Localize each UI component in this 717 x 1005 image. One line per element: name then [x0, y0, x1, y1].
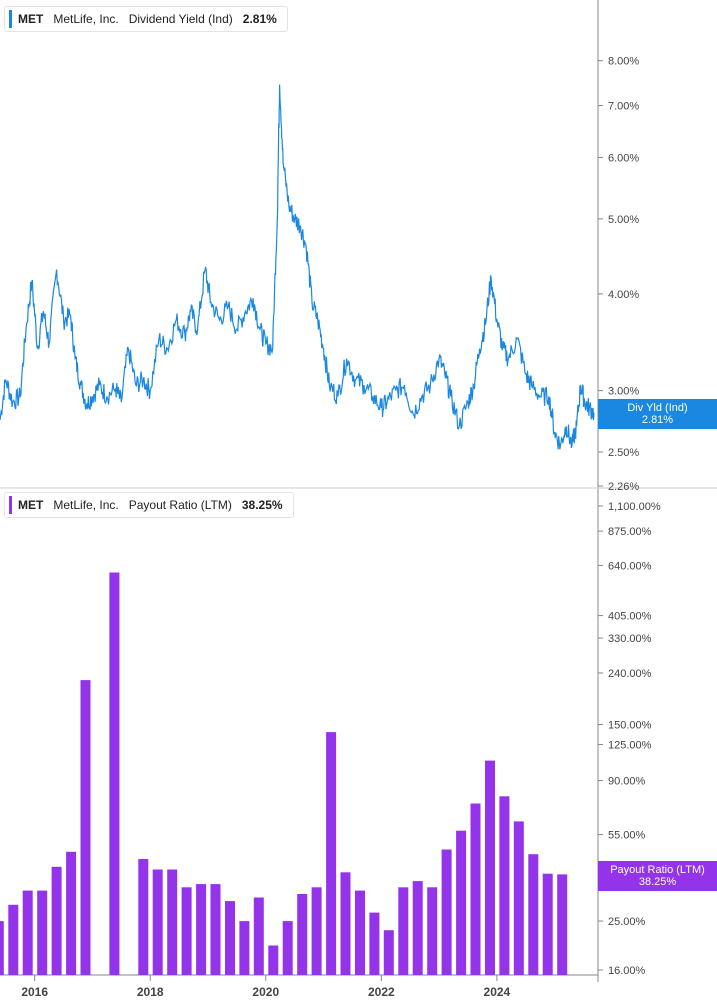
payout-bar	[109, 572, 120, 975]
yield-y-tick-label: 7.00%	[608, 101, 639, 113]
x-tick-label: 2016	[21, 985, 48, 999]
x-tick-label: 2022	[368, 985, 395, 999]
payout-bar	[470, 803, 481, 975]
payout-bar	[528, 854, 539, 975]
payout-bar	[239, 921, 250, 975]
payout-bar	[542, 873, 553, 975]
payout-bar	[326, 732, 337, 975]
payout-legend-label: Payout Ratio (LTM)	[128, 498, 232, 512]
payout-legend-company: MetLife, Inc.	[53, 498, 119, 512]
yield-y-tick-label: 5.00%	[608, 214, 639, 226]
yield-y-tick-label: 4.00%	[608, 289, 639, 301]
yield-y-tick-label: 8.00%	[608, 56, 639, 68]
payout-y-tick-label: 1,100.00%	[608, 501, 661, 513]
payout-bar	[225, 901, 235, 975]
payout-y-tick-label: 25.00%	[608, 916, 646, 928]
yield-tag-value: 2.81%	[641, 414, 674, 426]
x-tick-label: 2018	[137, 985, 164, 999]
yield-plot	[0, 84, 595, 450]
payout-bar	[80, 680, 91, 975]
payout-bar	[297, 894, 308, 975]
payout-bar	[369, 912, 380, 975]
payout-tag-label: Payout Ratio (LTM)	[610, 864, 705, 876]
payout-legend-swatch	[9, 496, 12, 514]
payout-bar	[181, 887, 192, 975]
yield-legend-ticker: MET	[18, 12, 44, 26]
payout-bar	[138, 859, 149, 975]
payout-y-tick-label: 125.00%	[608, 740, 652, 752]
yield-y-tick-label: 2.50%	[608, 447, 639, 459]
payout-bar	[167, 869, 178, 975]
payout-bar	[268, 945, 279, 975]
payout-legend-value: 38.25%	[241, 498, 283, 512]
yield-legend-value: 2.81%	[242, 12, 277, 26]
payout-y-tick-label: 150.00%	[608, 720, 652, 732]
payout-bar	[282, 921, 293, 975]
x-axis: 2016 2018 2020 2022 2024	[21, 975, 511, 999]
payout-bar	[37, 890, 48, 975]
yield-legend-label: Dividend Yield (Ind)	[128, 12, 233, 26]
payout-plot	[0, 572, 568, 975]
yield-y-tick-label: 3.00%	[608, 386, 639, 398]
x-tick-label: 2024	[484, 985, 511, 999]
yield-legend-company: MetLife, Inc.	[53, 12, 119, 26]
payout-y-axis: 1,100.00% 875.00% 640.00% 405.00% 330.00% 240…	[598, 501, 661, 977]
payout-bar	[22, 890, 33, 975]
payout-bar	[427, 887, 438, 975]
yield-legend: MET MetLife, Inc. Dividend Yield (Ind) 2…	[4, 6, 288, 32]
payout-bar	[499, 796, 510, 975]
payout-bar	[398, 887, 409, 975]
payout-bar	[456, 830, 467, 975]
payout-bar	[196, 884, 207, 975]
payout-legend: MET MetLife, Inc. Payout Ratio (LTM) 38.…	[4, 492, 294, 518]
payout-y-tick-label: 90.00%	[608, 776, 646, 788]
payout-y-tick-label: 240.00%	[608, 668, 652, 680]
yield-legend-swatch	[9, 10, 12, 28]
payout-bar	[0, 921, 4, 975]
payout-y-tick-label: 640.00%	[608, 560, 652, 572]
payout-bar	[51, 866, 62, 975]
payout-bar	[210, 884, 221, 975]
payout-bar	[485, 760, 495, 975]
payout-bar	[311, 887, 322, 975]
payout-y-tick-label: 405.00%	[608, 611, 652, 623]
payout-y-tick-label: 875.00%	[608, 526, 652, 538]
yield-tag-label: Div Yld (Ind)	[627, 402, 688, 414]
payout-bar	[412, 881, 423, 975]
payout-bar	[557, 874, 568, 975]
yield-y-tick-label: 6.00%	[608, 152, 639, 164]
payout-bar	[8, 904, 19, 975]
payout-legend-ticker: MET	[18, 498, 44, 512]
payout-y-tick-label: 55.00%	[608, 830, 646, 842]
yield-y-tick-label: 2.26%	[608, 481, 639, 493]
yield-series-line	[0, 84, 595, 450]
payout-y-tick-label: 330.00%	[608, 633, 652, 645]
payout-bar	[513, 821, 524, 975]
payout-bar	[383, 930, 394, 975]
yield-y-axis: 8.00% 7.00% 6.00% 5.00% 4.00% 3.00% 2.50% 2.26%	[598, 56, 639, 493]
payout-bar	[66, 851, 77, 975]
payout-bar	[441, 849, 452, 975]
payout-bar	[340, 872, 351, 975]
payout-value-tag: Payout Ratio (LTM) 38.25%	[598, 861, 717, 891]
payout-bar	[253, 897, 264, 975]
payout-bar	[355, 890, 365, 975]
x-tick-label: 2020	[252, 985, 279, 999]
payout-tag-value: 38.25%	[638, 876, 677, 888]
yield-value-tag: Div Yld (Ind) 2.81%	[598, 399, 717, 429]
payout-bar	[152, 869, 163, 975]
payout-y-tick-label: 16.00%	[608, 965, 646, 977]
